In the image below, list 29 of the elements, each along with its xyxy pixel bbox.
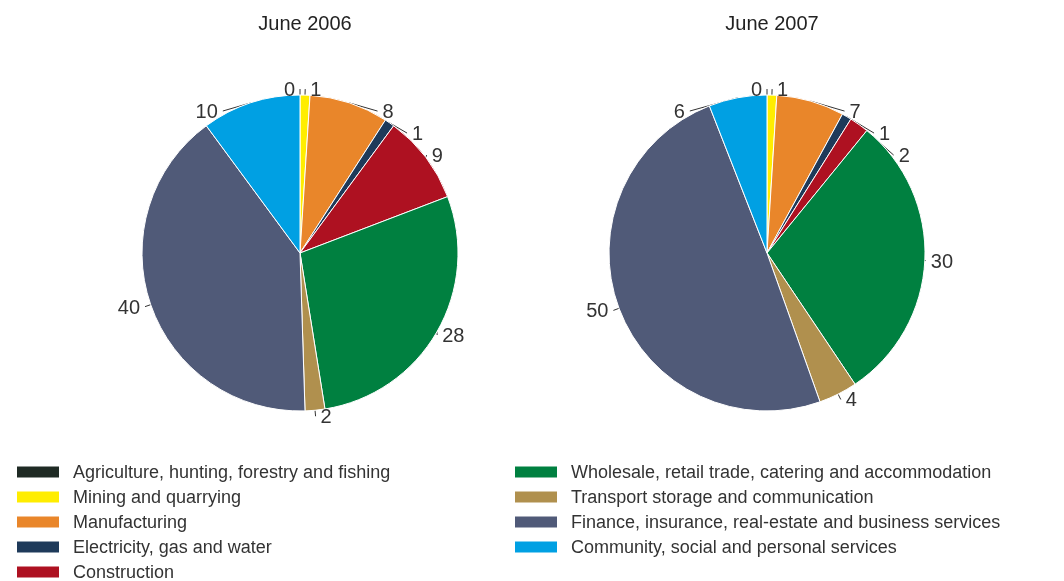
legend-label: Agriculture, hunting, forestry and fishing [73, 462, 391, 482]
legend-label: Mining and quarrying [73, 487, 242, 507]
data-label: 1 [777, 78, 789, 101]
text: 0 [283, 78, 295, 100]
legend-label: Manufacturing [73, 512, 188, 532]
data-label: 7 [849, 100, 861, 123]
data-label: 30 [930, 249, 954, 272]
legend-label: Finance, insurance, real-estate and business services [571, 512, 1001, 532]
data-label: 50 [586, 299, 609, 322]
data-label: 28 [442, 324, 465, 346]
data-label: 10 [195, 100, 218, 122]
legend-label: Construction [73, 562, 175, 581]
data-label: 2 [320, 405, 332, 428]
data-label: 4 [845, 388, 857, 411]
legend-label: Wholesale, retail trade, catering and accommodation [571, 462, 992, 482]
data-label: 40 [117, 295, 141, 318]
chart-title: June 2006 [258, 12, 352, 34]
data-label: 9 [431, 144, 443, 167]
data-label: 6 [673, 100, 685, 122]
text: 0 [750, 78, 762, 100]
data-label: 1 [879, 122, 891, 145]
data-label: 1 [412, 122, 424, 145]
data-label: 1 [310, 78, 322, 101]
data-label: 8 [382, 100, 394, 123]
legend-label: Community, social and personal services [571, 537, 897, 557]
chart-title: June 2007 [725, 12, 819, 34]
legend-label: Transport storage and communication [571, 487, 874, 507]
legend-label: Electricity, gas and water [73, 537, 272, 557]
data-label: 2 [898, 144, 910, 167]
